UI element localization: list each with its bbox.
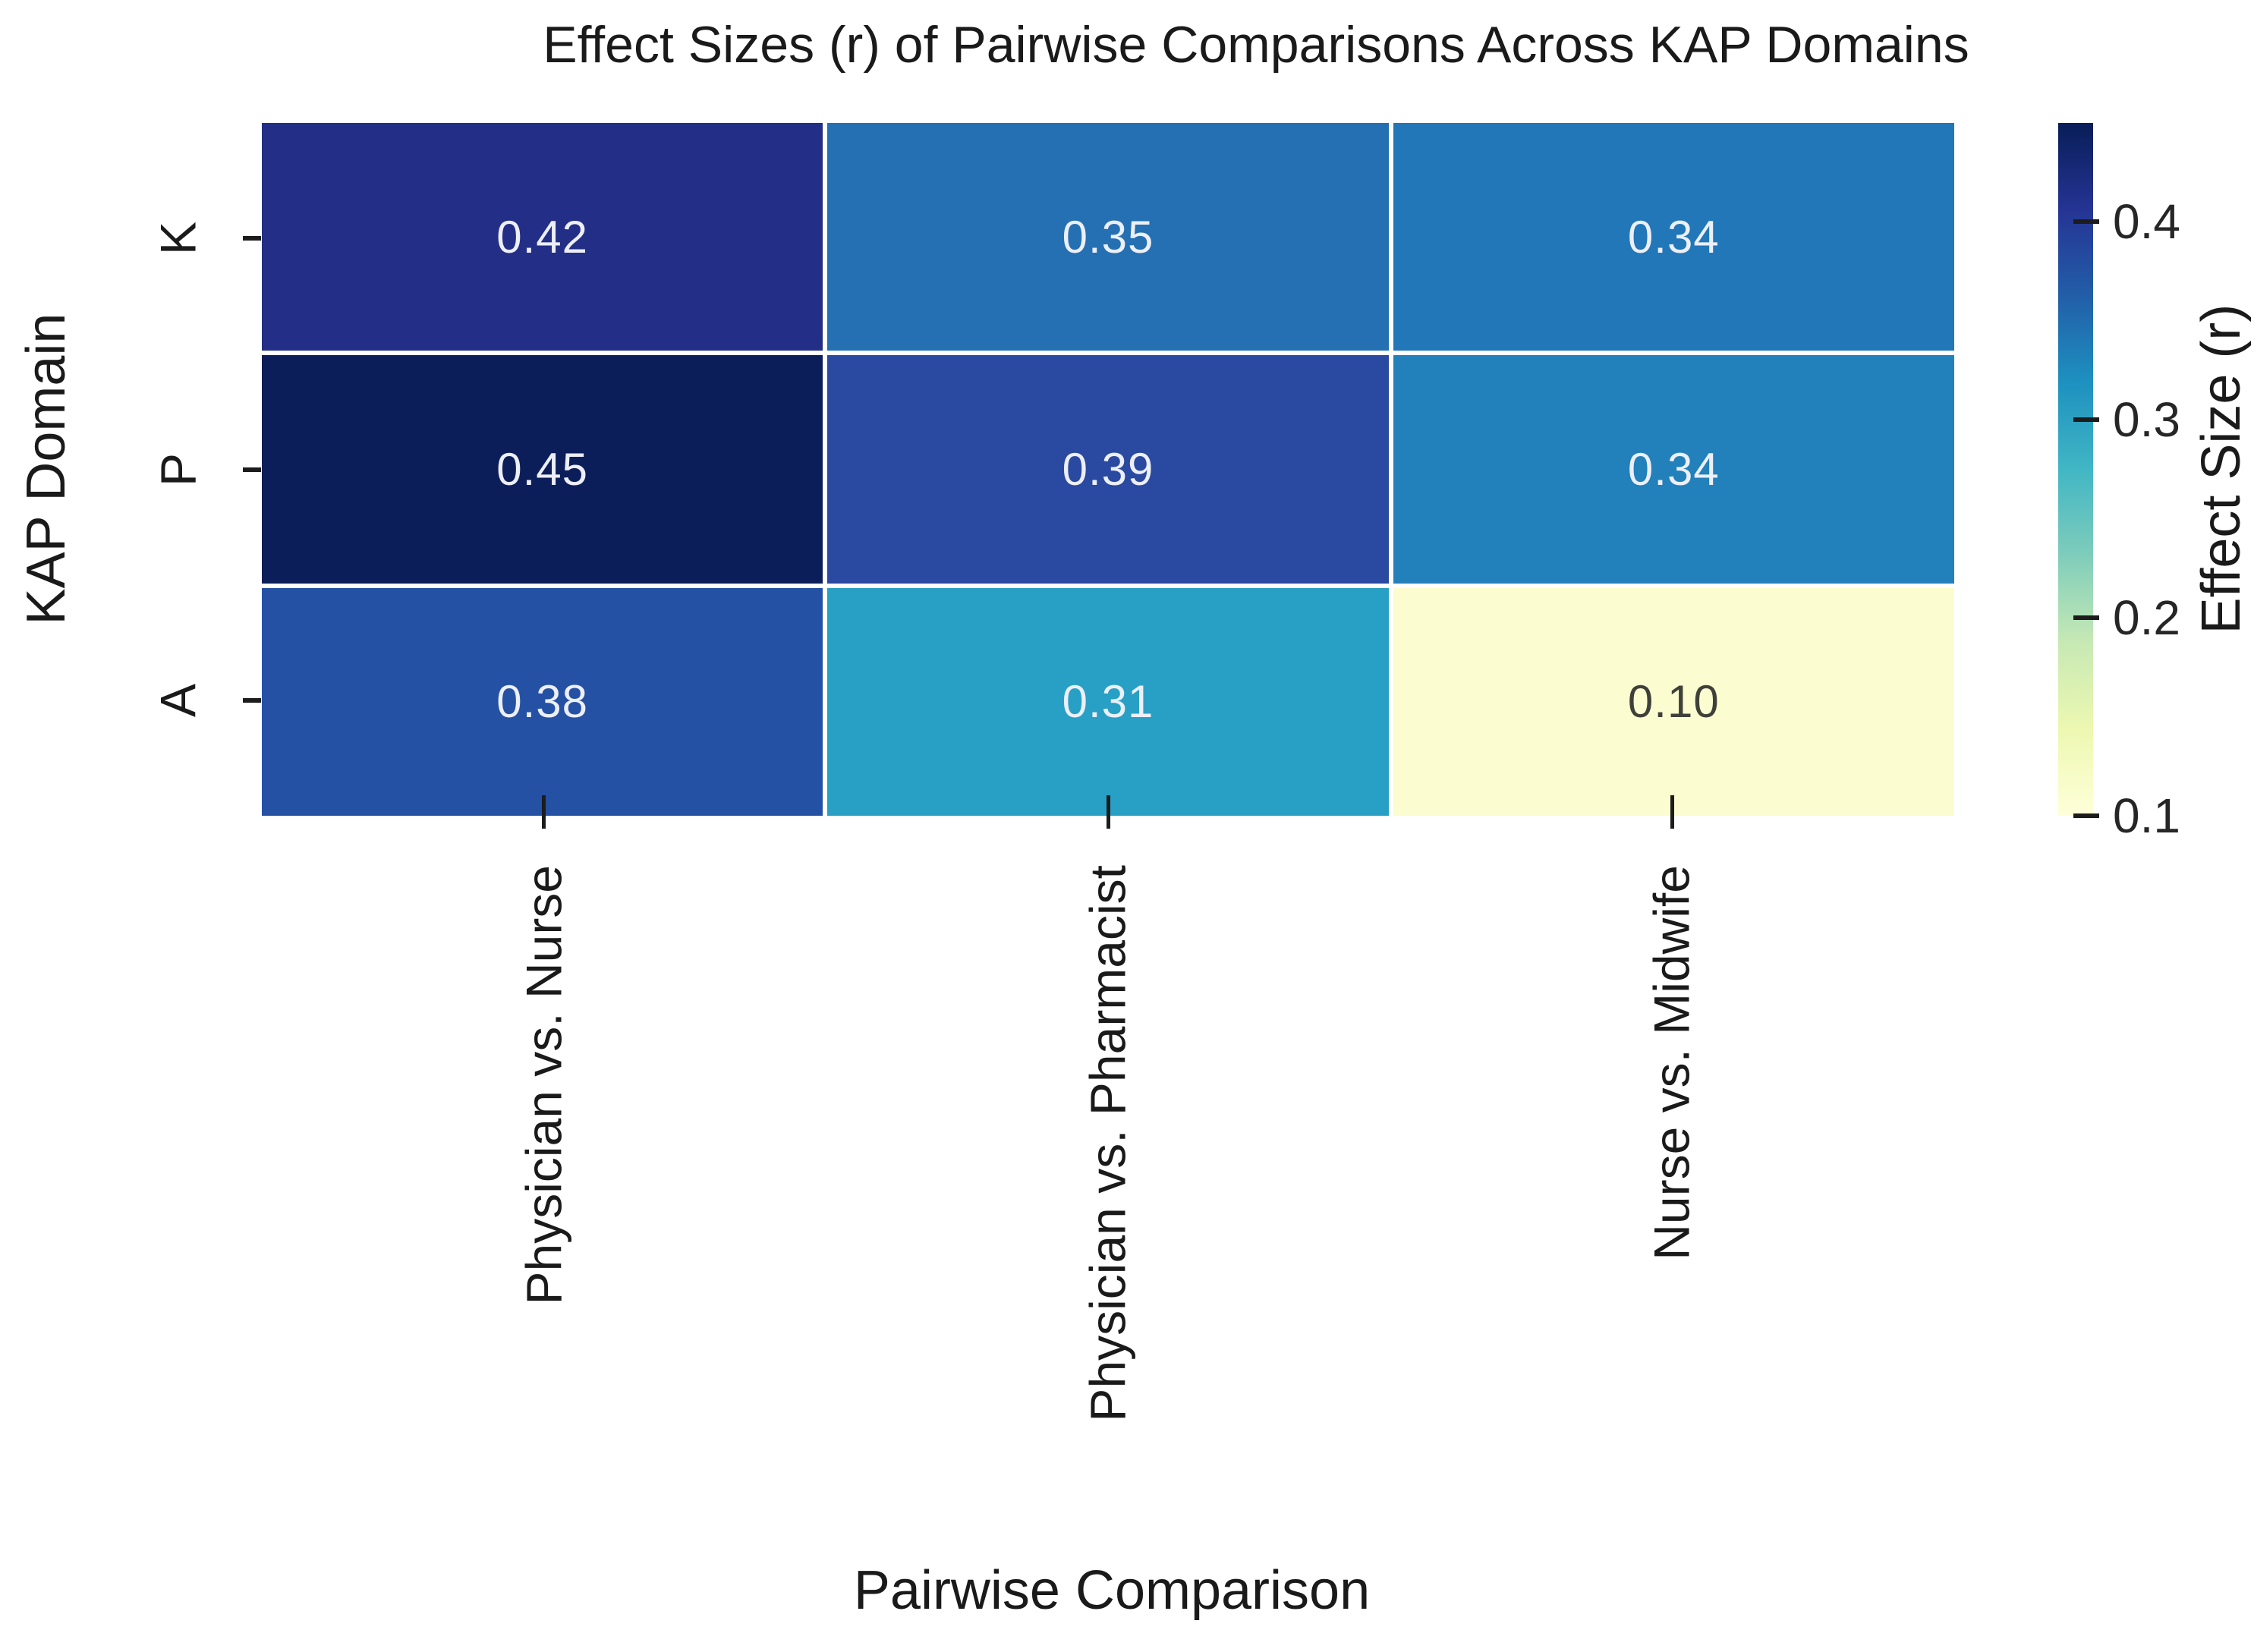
heatmap-cell-K-0: 0.42 bbox=[262, 123, 823, 351]
colorbar-tick bbox=[2073, 813, 2099, 818]
cell-value: 0.10 bbox=[1627, 676, 1720, 728]
colorbar-tick-label-0.3: 0.3 bbox=[2113, 392, 2180, 448]
y-tick bbox=[243, 236, 261, 241]
cell-value: 0.45 bbox=[496, 443, 589, 495]
cell-value: 0.35 bbox=[1062, 211, 1154, 263]
x-tick-label-0: Physician vs. Nurse bbox=[515, 865, 572, 1305]
colorbar-tick bbox=[2073, 417, 2099, 423]
heatmap-cell-P-0: 0.45 bbox=[262, 355, 823, 584]
cell-value: 0.39 bbox=[1062, 443, 1154, 495]
x-axis-label: Pairwise Comparison bbox=[853, 1560, 1371, 1621]
x-tick-label-2: Nurse vs. Midwife bbox=[1643, 865, 1700, 1260]
colorbar-tick-label-0.1: 0.1 bbox=[2113, 788, 2180, 843]
colorbar bbox=[2058, 123, 2093, 816]
cell-value: 0.34 bbox=[1627, 443, 1720, 495]
chart-title: Effect Sizes (r) of Pairwise Comparisons… bbox=[543, 16, 1969, 74]
y-tick bbox=[243, 697, 261, 703]
colorbar-tick-label-0.4: 0.4 bbox=[2113, 194, 2180, 250]
cell-value: 0.42 bbox=[496, 211, 589, 263]
x-tick-label-1: Physician vs. Pharmacist bbox=[1079, 865, 1136, 1422]
colorbar-tick-label-0.2: 0.2 bbox=[2113, 590, 2180, 646]
cell-value: 0.38 bbox=[496, 676, 589, 728]
y-tick bbox=[243, 467, 261, 472]
y-tick-label-A: A bbox=[150, 683, 206, 717]
heatmap-cell-A-2: 0.10 bbox=[1393, 587, 1954, 816]
heatmap-grid: 0.42 0.35 0.34 0.45 0.39 0.34 0.38 0.31 0.10 bbox=[262, 123, 1954, 816]
heatmap-cell-P-2: 0.34 bbox=[1393, 355, 1954, 584]
y-tick-label-P: P bbox=[150, 452, 206, 486]
x-tick bbox=[1670, 795, 1674, 829]
colorbar-label: Effect Size (r) bbox=[2191, 304, 2252, 634]
heatmap-cell-A-0: 0.38 bbox=[262, 587, 823, 816]
x-tick bbox=[1106, 795, 1110, 829]
heatmap-cell-P-1: 0.39 bbox=[827, 355, 1389, 584]
cell-value: 0.31 bbox=[1062, 676, 1154, 728]
y-axis-label: KAP Domain bbox=[16, 313, 77, 625]
heatmap-cell-K-1: 0.35 bbox=[827, 123, 1389, 351]
cell-value: 0.34 bbox=[1627, 211, 1720, 263]
colorbar-tick bbox=[2073, 219, 2099, 225]
y-tick-label-K: K bbox=[150, 222, 206, 256]
heatmap-cell-A-1: 0.31 bbox=[827, 587, 1389, 816]
colorbar-tick bbox=[2073, 615, 2099, 621]
heatmap-cell-K-2: 0.34 bbox=[1393, 123, 1954, 351]
x-tick bbox=[542, 795, 546, 829]
